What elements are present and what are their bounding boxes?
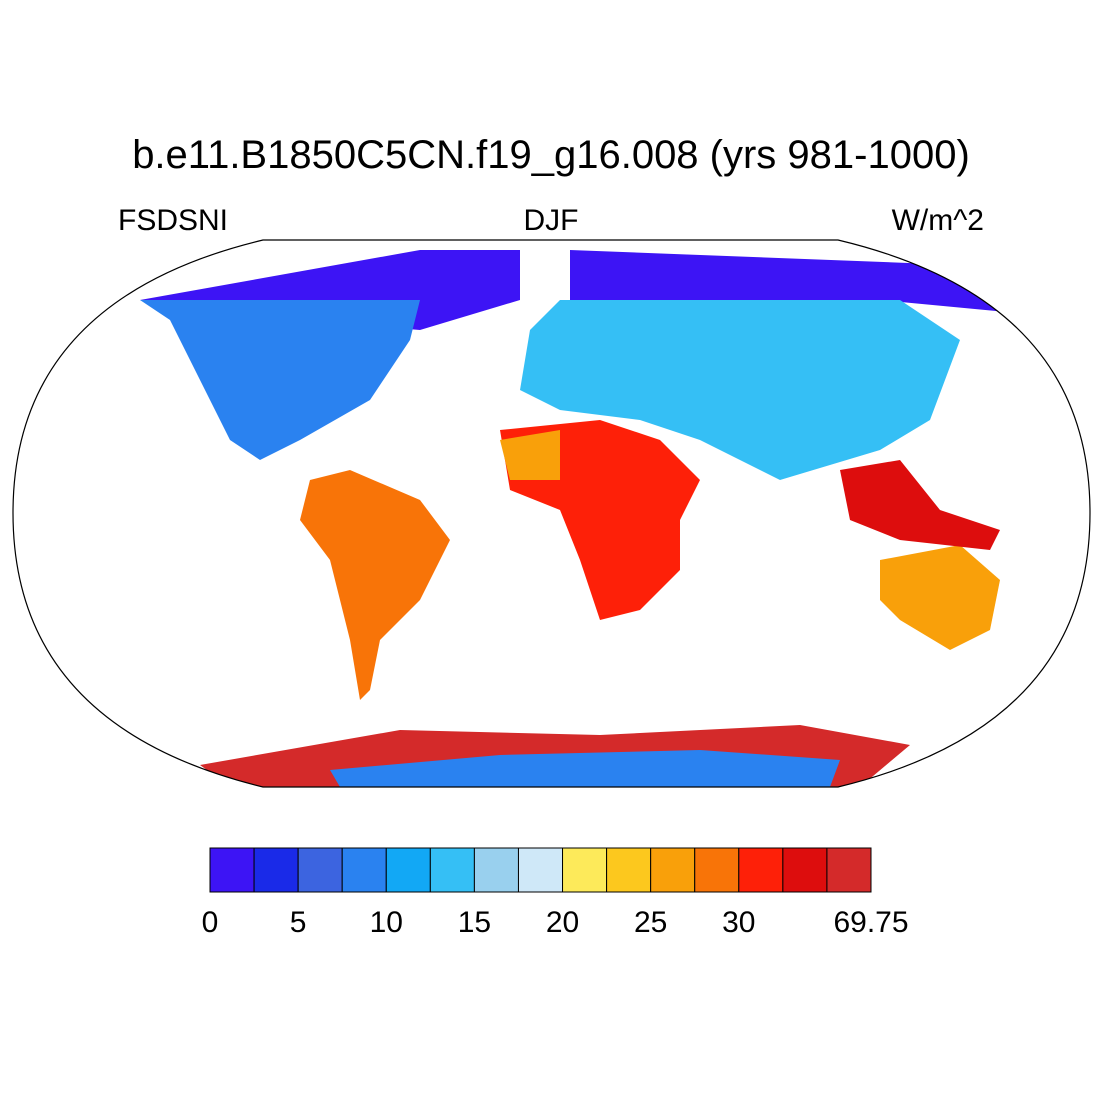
colorbar-box bbox=[385, 847, 431, 893]
center-string: DJF bbox=[524, 204, 579, 237]
colorbar-box bbox=[562, 847, 608, 893]
colorbar-label: 30 bbox=[722, 906, 755, 939]
colorbar-label: 5 bbox=[290, 906, 307, 939]
right-string: W/m^2 bbox=[892, 204, 984, 237]
colorbar-box bbox=[738, 847, 784, 893]
colorbar-label: 15 bbox=[458, 906, 491, 939]
colorbar-box bbox=[694, 847, 740, 893]
colorbar-box bbox=[429, 847, 475, 893]
colorbar-box bbox=[606, 847, 652, 893]
colorbar: 0 5 10 15 20 25 30 69.75 bbox=[202, 847, 909, 939]
region bbox=[500, 430, 560, 480]
region bbox=[840, 460, 1000, 550]
region bbox=[520, 300, 960, 480]
region bbox=[140, 300, 420, 460]
colorbar-box bbox=[782, 847, 828, 893]
colorbar-label: 20 bbox=[546, 906, 579, 939]
colorbar-label: 10 bbox=[370, 906, 403, 939]
colorbar-box bbox=[826, 847, 872, 893]
colorbar-box bbox=[517, 847, 564, 893]
region bbox=[300, 470, 450, 700]
left-string: FSDSNI bbox=[118, 204, 228, 237]
map-outline bbox=[12, 239, 1091, 788]
colorbar-box bbox=[209, 847, 255, 893]
region bbox=[330, 750, 840, 787]
colorbar-label: 25 bbox=[634, 906, 667, 939]
colorbar-label: 0 bbox=[202, 906, 219, 939]
colorbar-box bbox=[650, 847, 696, 893]
colorbar-box bbox=[341, 847, 387, 893]
colorbar-box bbox=[473, 847, 519, 893]
colorbar-label: 69.75 bbox=[833, 906, 908, 939]
colorbar-box bbox=[297, 847, 343, 893]
title: b.e11.B1850C5CN.f19_g16.008 (yrs 981-100… bbox=[132, 133, 970, 177]
colorbar-box bbox=[253, 847, 299, 893]
region bbox=[880, 545, 1000, 650]
